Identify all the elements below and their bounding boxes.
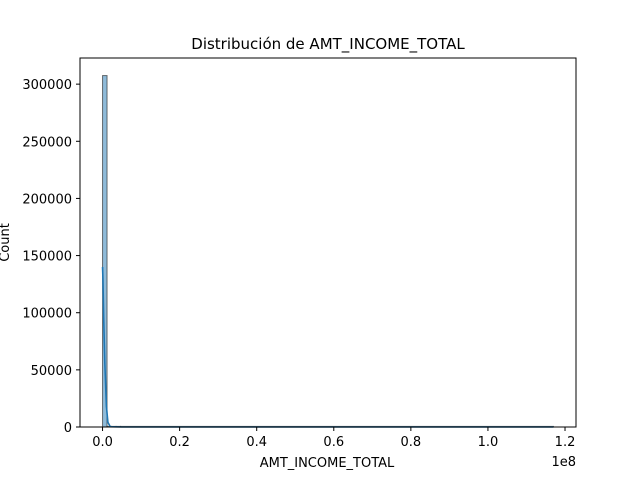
y-tick-label: 50000: [31, 364, 72, 379]
x-axis-ticks: 0.0 0.2 0.4 0.6 0.8 1.0 1.2: [92, 427, 575, 450]
x-tick-label: 1.0: [478, 435, 499, 450]
histogram-bars: [102, 75, 554, 428]
y-axis-label: Count: [0, 223, 13, 262]
y-tick-label: 150000: [22, 250, 72, 265]
y-axis-ticks: 0 50000 100000 150000 200000 250000 300000: [22, 78, 80, 436]
x-axis-offset-label: 1e8: [551, 455, 576, 470]
y-tick-label: 200000: [22, 192, 72, 207]
y-tick-label: 250000: [22, 135, 72, 150]
axes-frame: [79, 57, 577, 428]
x-tick-label: 0.6: [323, 435, 344, 450]
kde-line: [101, 266, 554, 428]
x-tick-label: 0.0: [92, 435, 113, 450]
y-tick-label: 0: [64, 421, 72, 436]
kde-layer: [101, 266, 554, 428]
x-axis-label: AMT_INCOME_TOTAL: [260, 456, 395, 471]
x-tick-label: 0.4: [246, 435, 267, 450]
y-tick-label: 300000: [22, 78, 72, 93]
chart-title: Distribución de AMT_INCOME_TOTAL: [191, 35, 465, 54]
x-tick-label: 0.8: [401, 435, 422, 450]
y-tick-label: 100000: [22, 307, 72, 322]
x-tick-label: 0.2: [169, 435, 190, 450]
x-tick-label: 1.2: [555, 435, 576, 450]
